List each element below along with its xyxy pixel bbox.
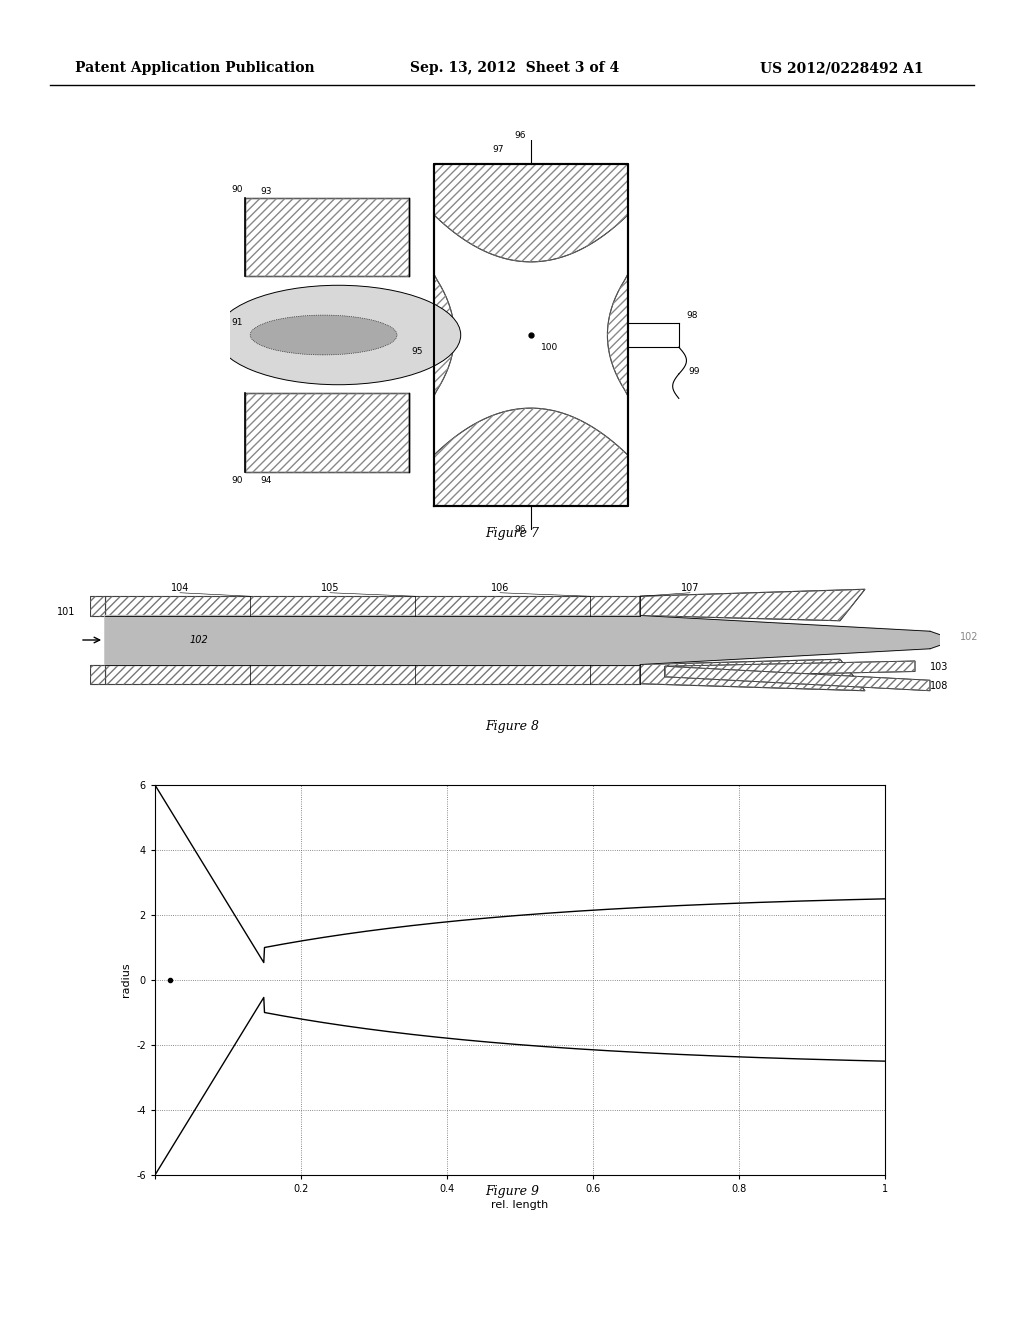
Text: Figure 7: Figure 7 [485,527,539,540]
Text: 95: 95 [411,347,423,356]
Text: 99: 99 [688,367,699,376]
Polygon shape [434,165,628,261]
Text: Figure 8: Figure 8 [485,719,539,733]
Text: 103: 103 [930,661,948,672]
Polygon shape [640,589,865,620]
Text: 102: 102 [961,631,979,642]
Polygon shape [434,408,628,506]
Polygon shape [434,165,455,506]
Polygon shape [105,615,955,664]
Polygon shape [105,597,640,615]
X-axis label: rel. length: rel. length [492,1200,549,1209]
Polygon shape [90,664,105,684]
Text: 98: 98 [686,312,698,319]
Text: 97: 97 [493,145,504,154]
Polygon shape [640,659,865,690]
Text: Figure 9: Figure 9 [485,1185,539,1199]
Y-axis label: radius: radius [121,962,131,998]
Text: 100: 100 [541,343,558,351]
Text: 96: 96 [514,525,525,535]
Polygon shape [90,597,105,615]
Text: 107: 107 [681,583,699,593]
Text: 90: 90 [231,477,243,486]
Text: US 2012/0228492 A1: US 2012/0228492 A1 [760,61,924,75]
Text: Sep. 13, 2012  Sheet 3 of 4: Sep. 13, 2012 Sheet 3 of 4 [410,61,620,75]
Polygon shape [607,165,628,506]
Text: 94: 94 [260,477,272,486]
Polygon shape [246,198,409,276]
Text: 93: 93 [260,187,272,197]
Text: 108: 108 [930,681,948,690]
Polygon shape [665,667,930,690]
Polygon shape [105,664,640,684]
Text: Patent Application Publication: Patent Application Publication [75,61,314,75]
Text: 104: 104 [171,583,189,593]
Polygon shape [246,393,409,471]
Text: 106: 106 [490,583,509,593]
Polygon shape [665,661,915,677]
Text: 90: 90 [231,185,243,194]
Text: 105: 105 [321,583,339,593]
Text: 92: 92 [306,326,317,334]
Text: 96: 96 [514,131,525,140]
Text: 101: 101 [56,607,75,616]
Ellipse shape [216,285,461,384]
Ellipse shape [250,315,397,355]
Text: 102: 102 [190,635,209,645]
Text: 91: 91 [231,318,243,327]
